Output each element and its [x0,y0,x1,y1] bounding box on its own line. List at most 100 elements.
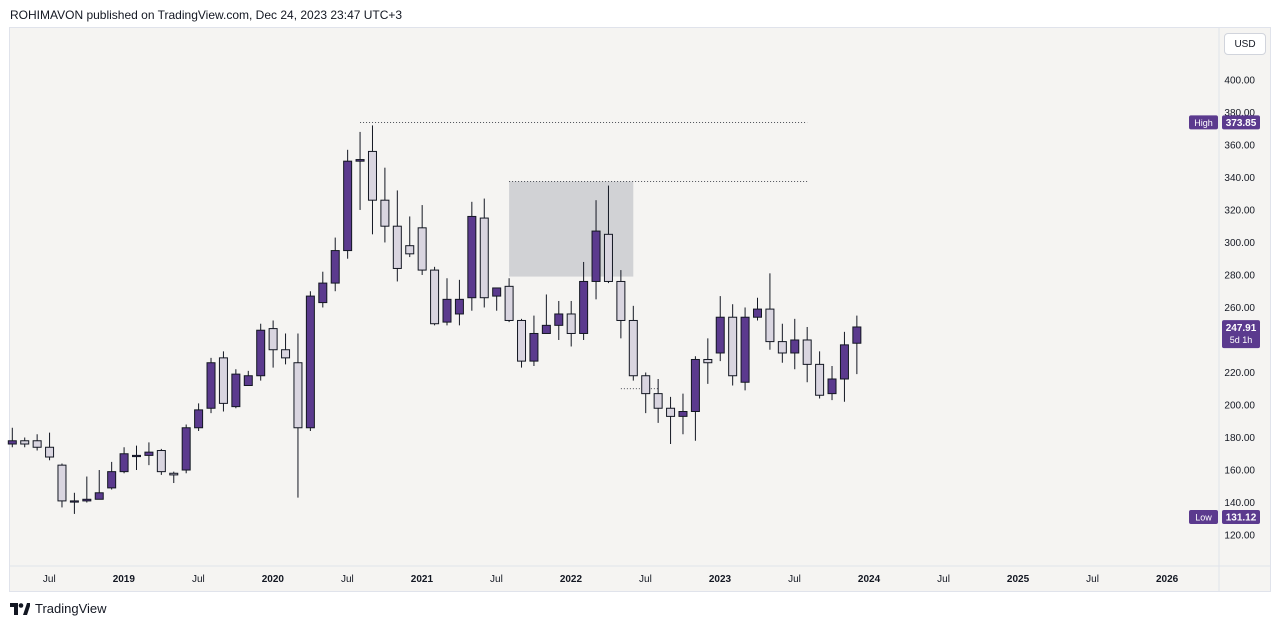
tradingview-logo-icon [10,602,30,615]
candle [579,261,589,340]
candle [293,333,303,498]
candle [256,323,266,381]
x-tick-label: Jul [490,574,503,585]
y-tick-label: 340.00 [1224,173,1255,184]
candle [430,266,440,326]
candle-body [132,454,141,458]
y-tick-label: 360.00 [1224,140,1255,151]
candle [442,278,452,326]
candle [169,471,179,484]
candle [827,365,837,401]
candle [218,351,228,412]
candle [678,393,688,435]
candle [653,378,663,423]
candle-body [281,349,291,359]
high-price-tag: High 373.85 [1189,115,1260,130]
candle-body [330,250,340,284]
candle-body [293,362,303,429]
candle [94,470,104,500]
candle [417,205,427,275]
candle-body [305,295,315,429]
candle-body [653,393,663,409]
candle [628,305,638,381]
candle [517,318,527,368]
y-tick-label: 320.00 [1224,205,1255,216]
candle-body [467,215,477,299]
candle [45,432,55,461]
candle-body [417,227,427,271]
candle [852,315,862,375]
candle-body [616,280,626,321]
candle-body [45,446,55,458]
x-tick-label: 2026 [1156,574,1179,585]
high-label: High [1194,118,1213,128]
candle-body [777,341,787,354]
candle [815,351,825,399]
low-value-bg [1222,509,1260,524]
candle [231,369,241,409]
y-tick-label: 300.00 [1224,238,1255,249]
candle-body [703,358,713,364]
candle [318,271,328,308]
candle-body [367,150,377,201]
candle-body [852,326,862,344]
candle [666,396,676,445]
x-tick-label: Jul [788,574,801,585]
candle-body [765,308,775,343]
candle-body [641,375,651,395]
candle-body [740,316,750,383]
candle-body [666,407,676,417]
candle [454,279,464,326]
candle [343,149,353,259]
candle-body [107,471,117,489]
candle-body [566,313,576,334]
candle [57,463,67,508]
candle-body [206,362,216,409]
candle [603,185,613,284]
x-tick-label: 2019 [113,574,136,585]
candle-body [504,285,514,321]
candle [467,201,477,311]
candle-body [405,245,415,255]
y-tick-label: 140.00 [1224,498,1255,509]
x-tick-label: 2020 [262,574,285,585]
candle [194,403,204,432]
candle-body [256,329,266,377]
candle [132,445,141,471]
candle [119,447,129,474]
x-tick-label: 2023 [709,574,732,585]
candle-body [268,328,278,351]
currency-button[interactable]: USD [1224,33,1266,55]
candle [82,476,92,503]
candle-body [181,427,191,471]
candle-body [119,453,129,473]
x-tick-label: 2024 [858,574,881,585]
candle-body [753,308,762,318]
candle [144,442,154,466]
publish-header: ROHIMAVON published on TradingView.com, … [10,8,403,22]
candle [790,318,800,370]
candle [243,370,253,386]
footer: TradingView [10,601,107,616]
candle [839,331,849,402]
candle-body [802,339,812,365]
y-tick-label: 280.00 [1224,270,1255,281]
candle [181,424,191,474]
candle-body [218,357,228,404]
candle-body [442,298,452,323]
candle-body [392,225,402,269]
candle [777,323,787,363]
candle-body [815,363,825,396]
x-tick-label: Jul [1086,574,1099,585]
candle [715,296,725,362]
candle [591,200,601,300]
y-tick-label: 120.00 [1224,531,1255,542]
candle [753,297,762,321]
candle-body [169,472,179,476]
candle-body [454,298,464,315]
candle [268,320,278,368]
y-tick-label: 260.00 [1224,303,1255,314]
x-tick-label: 2022 [560,574,583,585]
high-value: 373.85 [1226,118,1257,129]
